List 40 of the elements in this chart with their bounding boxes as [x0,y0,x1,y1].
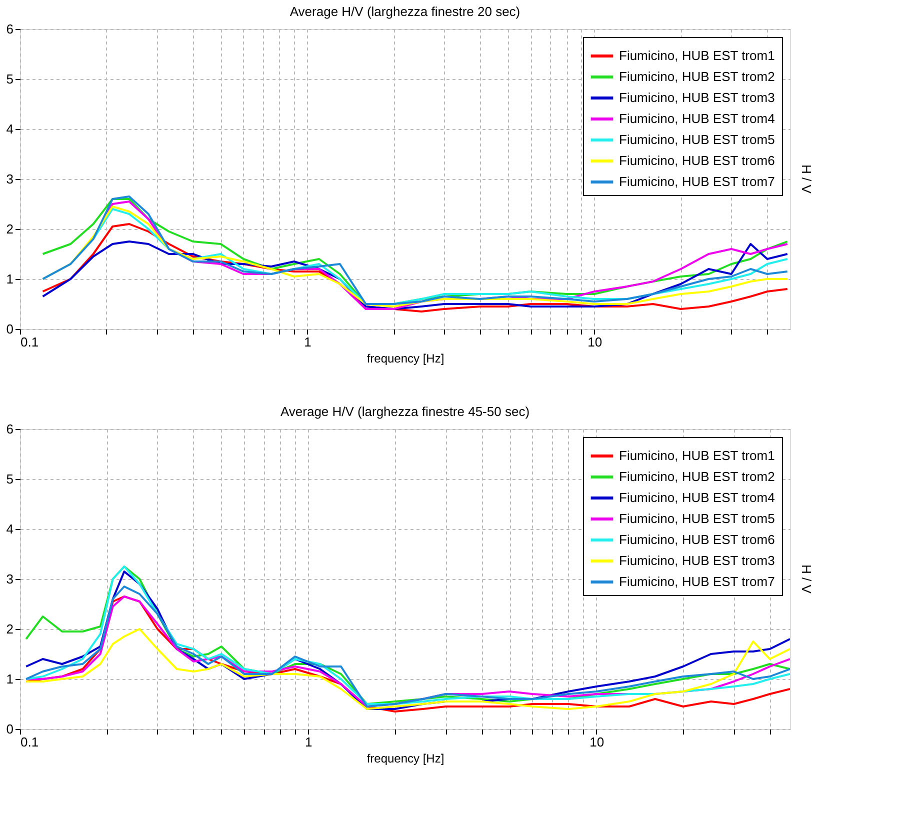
legend-label: Fiumicino, HUB EST trom2 [619,469,775,484]
legend-label: Fiumicino, HUB EST trom4 [619,490,775,505]
x-tick-label: 10 [588,334,602,350]
legend-label: Fiumicino, HUB EST trom6 [619,532,775,547]
legend-label: Fiumicino, HUB EST trom4 [619,111,775,126]
y-tick-label: 6 [6,422,14,436]
y-tick-label: 1 [6,672,14,686]
legend-label: Fiumicino, HUB EST trom1 [619,448,775,463]
x-axis-title: frequency [Hz] [366,752,444,766]
y-tick-label: 4 [6,522,14,536]
y-tick-label: 4 [6,122,14,136]
legend-label: Fiumicino, HUB EST trom1 [619,48,775,63]
legend-label: Fiumicino, HUB EST trom2 [619,69,775,84]
legend-label: Fiumicino, HUB EST trom7 [619,574,775,589]
x-tick-label: 0.1 [20,334,39,350]
y-tick-label: 3 [6,172,14,186]
y-tick-label: 5 [6,72,14,86]
x-tick-label: 10 [590,734,604,750]
y-tick-label: 5 [6,472,14,486]
y-tick-label: 2 [6,222,14,236]
x-axis-title: frequency [Hz] [366,352,444,366]
chart-title: Average H/V (larghezza finestre 20 sec) [290,4,520,19]
legend-label: Fiumicino, HUB EST trom7 [619,174,775,189]
x-tick-label: 0.1 [20,734,39,750]
legend-label: Fiumicino, HUB EST trom6 [619,153,775,168]
y-axis-title: H / V [799,564,814,594]
legend-label: Fiumicino, HUB EST trom3 [619,553,775,568]
legend-label: Fiumicino, HUB EST trom5 [619,132,775,147]
chart-title: Average H/V (larghezza finestre 45-50 sec) [280,404,530,419]
y-tick-label: 1 [6,272,14,286]
y-axis-title: H / V [799,164,814,194]
legend-label: Fiumicino, HUB EST trom5 [619,511,775,526]
y-tick-label: 0 [6,322,14,336]
y-tick-label: 3 [6,572,14,586]
y-tick-label: 2 [6,622,14,636]
x-tick-label: 1 [305,734,312,750]
legend-label: Fiumicino, HUB EST trom3 [619,90,775,105]
y-tick-label: 6 [6,22,14,36]
y-tick-label: 0 [6,722,14,736]
x-tick-label: 1 [304,334,312,350]
